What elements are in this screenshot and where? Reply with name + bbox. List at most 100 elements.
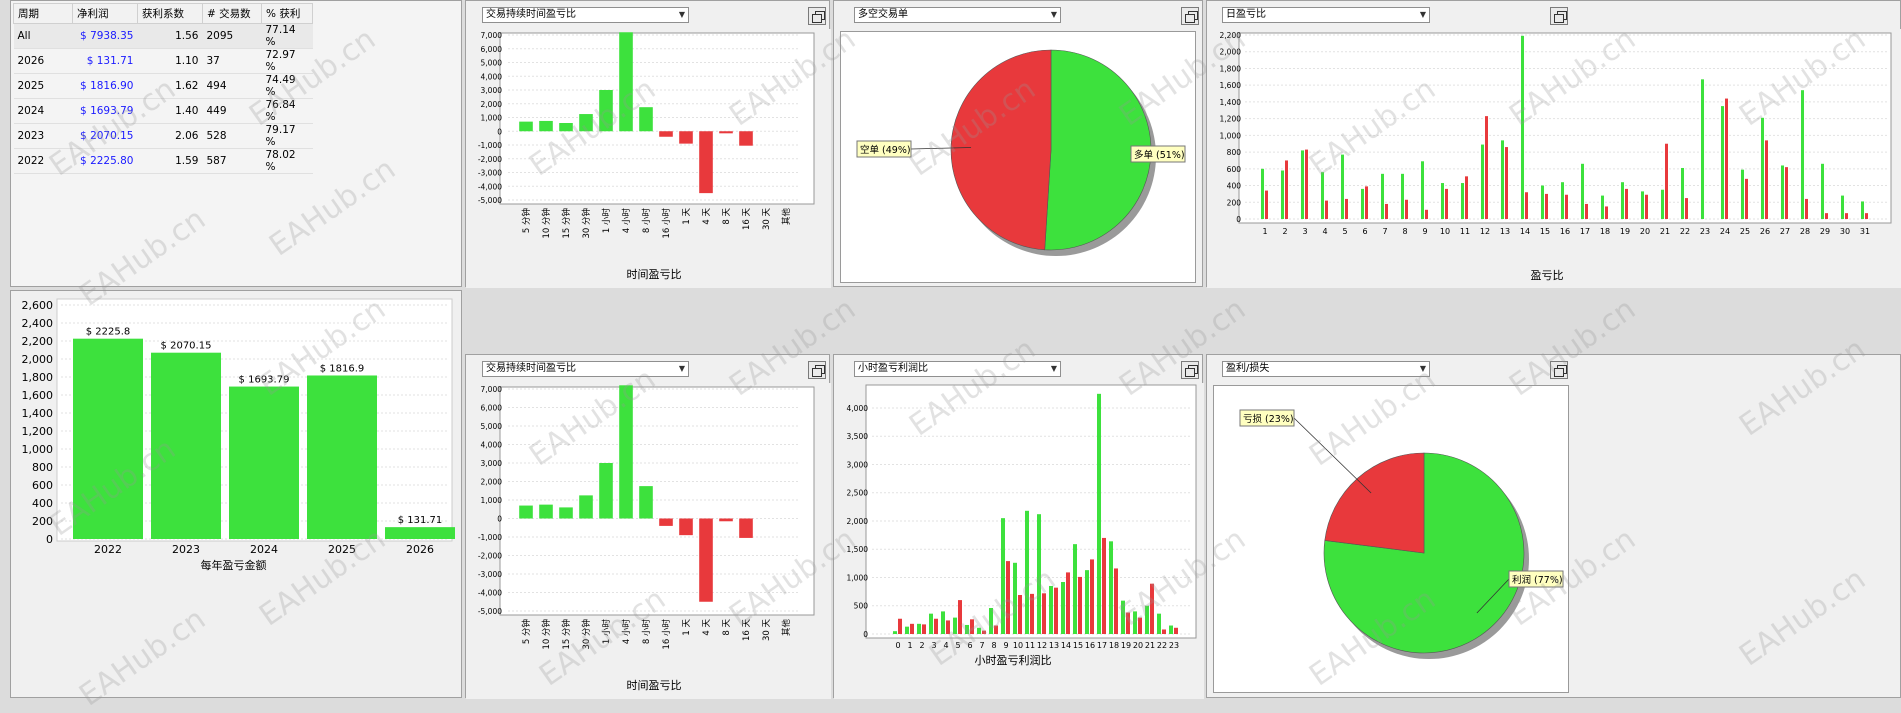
y-tick-label: 500 xyxy=(854,602,869,611)
bar xyxy=(1765,140,1768,219)
maximize-button[interactable] xyxy=(808,7,826,25)
chart-type-select[interactable]: 日盈亏比▼ xyxy=(1222,7,1430,23)
bar xyxy=(1481,145,1484,219)
bar xyxy=(1037,514,1041,634)
x-tick-label: 10 xyxy=(1440,227,1450,236)
stats-header-row: 周期 净利润 获利系数 # 交易数 % 获利 xyxy=(14,4,313,24)
bar xyxy=(1805,199,1808,219)
x-axis-label: 每年盈亏金额 xyxy=(201,558,267,572)
bar xyxy=(579,114,593,131)
y-tick-label: 600 xyxy=(1227,165,1242,174)
y-tick-label: 3,500 xyxy=(847,432,869,441)
y-tick-label: 2,000 xyxy=(481,478,503,487)
y-tick-label: 1,800 xyxy=(1220,64,1242,73)
bar xyxy=(1145,606,1149,634)
row-period: 2024 xyxy=(14,99,73,124)
bar xyxy=(946,620,950,634)
x-tick-label: 8 天 xyxy=(722,208,732,225)
x-tick-label: 2 xyxy=(1282,227,1287,236)
bar xyxy=(679,131,693,143)
y-tick-label: 0 xyxy=(497,127,502,136)
x-tick-label: 1 xyxy=(1262,227,1267,236)
maximize-button[interactable] xyxy=(1181,361,1199,379)
x-tick-label: 27 xyxy=(1780,227,1790,236)
x-tick-label: 2026 xyxy=(406,543,434,556)
chart-type-select[interactable]: 多空交易单▼ xyxy=(854,7,1061,23)
bar xyxy=(1001,518,1005,634)
chart-type-select[interactable]: 交易持续时间盈亏比▼ xyxy=(482,361,689,377)
maximize-button[interactable] xyxy=(1550,7,1568,25)
bar xyxy=(1121,601,1125,634)
col-trades[interactable]: # 交易数 xyxy=(203,4,262,24)
bar xyxy=(1681,168,1684,219)
plot-area xyxy=(500,387,814,615)
maximize-button[interactable] xyxy=(808,361,826,379)
chevron-down-icon: ▼ xyxy=(1420,8,1426,22)
y-tick-label: 2,500 xyxy=(847,489,869,498)
bar xyxy=(1605,206,1608,219)
y-tick-label: -1,000 xyxy=(478,141,502,150)
bar xyxy=(989,608,993,634)
bar xyxy=(1285,160,1288,219)
x-tick-label: 8 xyxy=(991,641,996,650)
chart-type-select[interactable]: 小时盈亏利润比▼ xyxy=(854,361,1061,377)
col-profit-factor[interactable]: 获利系数 xyxy=(138,4,203,24)
bar xyxy=(922,624,926,634)
bar xyxy=(1661,190,1664,219)
x-tick-label: 15 分钟 xyxy=(561,619,572,650)
bar xyxy=(958,600,962,634)
bar xyxy=(1561,182,1564,219)
bar xyxy=(1174,628,1178,634)
chart-type-select[interactable]: 交易持续时间盈亏比▼ xyxy=(482,7,689,23)
x-tick-label: 7 xyxy=(1382,227,1387,236)
y-tick-label: 4,000 xyxy=(481,72,503,81)
x-tick-label: 11 xyxy=(1025,641,1035,650)
y-tick-label: 1,200 xyxy=(1220,115,1242,124)
chart-type-select-value: 交易持续时间盈亏比 xyxy=(486,9,576,20)
y-tick-label: 4,000 xyxy=(481,441,503,450)
bar xyxy=(1281,170,1284,219)
maximize-button[interactable] xyxy=(1550,361,1568,379)
x-tick-label: 14 xyxy=(1061,641,1071,650)
row-net-profit: $ 1693.79 xyxy=(73,99,138,124)
bar xyxy=(1741,170,1744,219)
bar xyxy=(1821,164,1824,219)
y-tick-label: 2,000 xyxy=(847,517,869,526)
x-tick-label: 1 小时 xyxy=(601,208,612,234)
chart-type-select[interactable]: 盈利/损失▼ xyxy=(1222,361,1430,377)
col-win-rate[interactable]: % 获利 xyxy=(262,4,313,24)
x-tick-label: 5 xyxy=(955,641,960,650)
x-tick-label: 6 xyxy=(1362,227,1367,236)
y-tick-label: 6,000 xyxy=(481,404,503,413)
data-label: $ 131.71 xyxy=(398,515,443,526)
x-tick-label: 18 xyxy=(1600,227,1610,236)
bar xyxy=(1102,538,1106,634)
x-tick-label: 其他 xyxy=(781,619,792,637)
bar xyxy=(1109,541,1113,634)
y-tick-label: 2,200 xyxy=(22,335,54,348)
x-tick-label: 5 分钟 xyxy=(521,208,532,233)
x-tick-label: 4 天 xyxy=(702,619,712,636)
y-tick-label: 5,000 xyxy=(481,59,503,68)
bar xyxy=(1018,595,1022,634)
chevron-down-icon: ▼ xyxy=(1420,362,1426,376)
col-period[interactable]: 周期 xyxy=(14,4,73,24)
bar xyxy=(934,619,938,634)
col-net-profit[interactable]: 净利润 xyxy=(73,4,138,24)
bar xyxy=(539,121,553,131)
x-tick-label: 2025 xyxy=(328,543,356,556)
x-tick-label: 13 xyxy=(1049,641,1059,650)
bar xyxy=(1461,183,1464,219)
maximize-button[interactable] xyxy=(1181,7,1199,25)
x-tick-label: 4 xyxy=(1322,227,1327,236)
x-tick-label: 23 xyxy=(1700,227,1710,236)
